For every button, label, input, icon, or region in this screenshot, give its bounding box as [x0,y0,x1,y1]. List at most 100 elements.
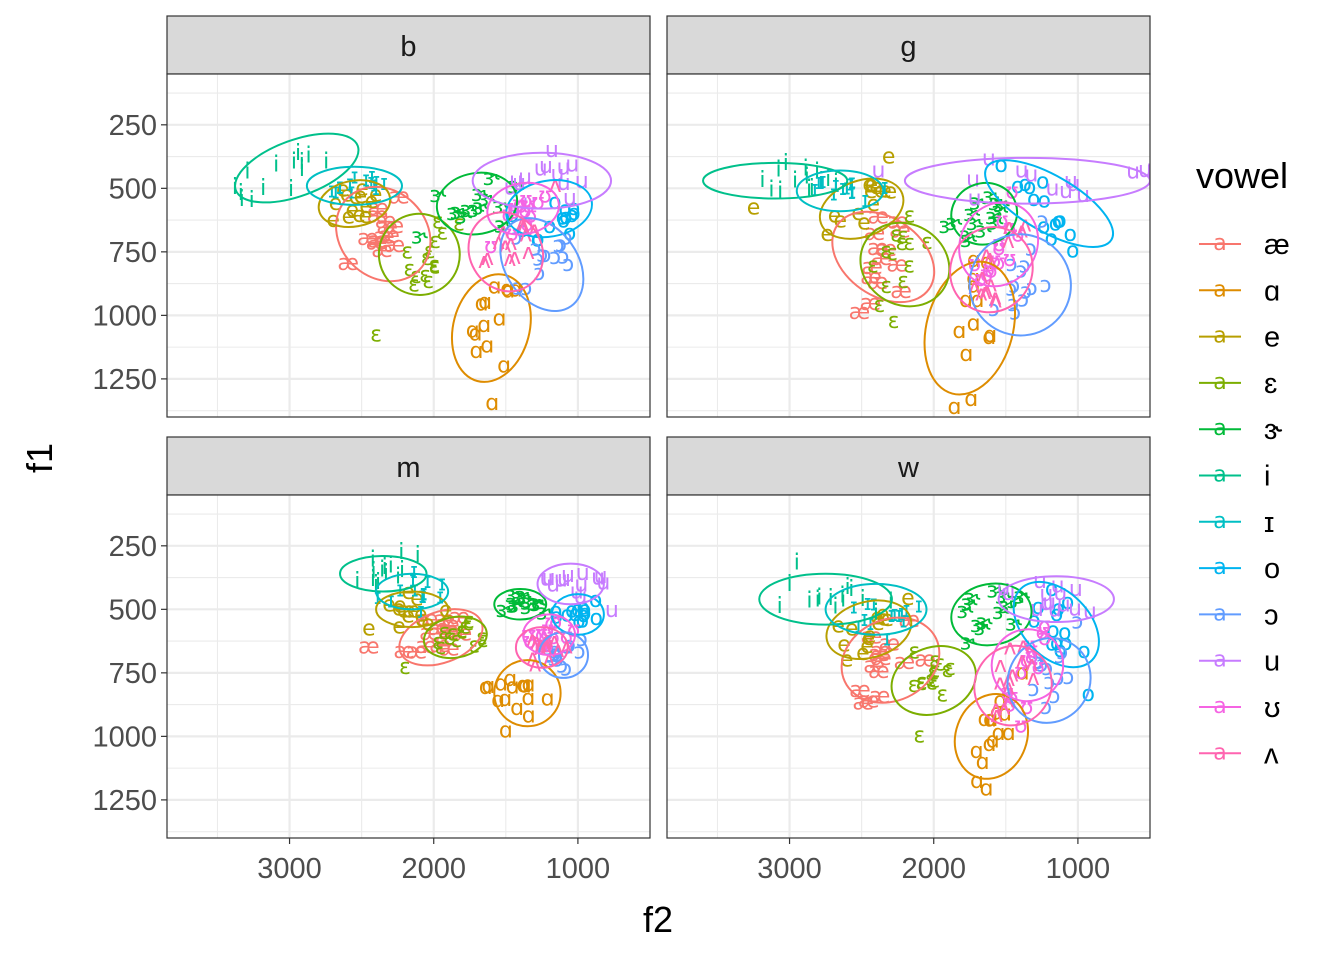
data-point: ɑ [1002,721,1016,746]
data-point: ʌ [980,279,993,304]
data-point: ɛ [897,269,909,294]
data-point: ʌ [994,670,1007,695]
data-point: ɛ [436,221,448,246]
facet-strip [166,436,651,496]
confidence-ellipse [1012,580,1100,669]
data-point: i [370,567,376,592]
data-point: ɔ [1006,252,1018,277]
data-point: ɛ [399,655,411,680]
data-point: i [848,577,854,602]
data-point: ʊ [538,184,552,209]
data-point: i [815,588,821,613]
data-point: ɪ [895,603,903,628]
data-point: ɑ [541,687,555,712]
data-point: æ [438,621,460,646]
data-point: æ [861,625,883,650]
data-point: u [1030,597,1044,622]
y-tick-label: 750 [109,237,157,269]
x-tick-label: 2000 [901,853,966,885]
data-point: ʌ [989,285,1002,310]
data-point: i [776,157,782,182]
facet-strip-label: g [900,31,916,63]
data-point: ɪ [336,175,344,200]
data-point: o [567,196,580,221]
data-point: u [1024,163,1038,188]
data-point: ɝ [976,610,993,635]
data-point: u [591,566,605,591]
data-point: ɛ [928,669,940,694]
data-point: ɝ [507,174,524,199]
data-point: ɛ [941,658,953,683]
y-tick-label: 250 [109,531,157,563]
data-point: ʌ [522,240,535,265]
data-point: i [295,141,301,166]
data-point: ɝ [536,601,553,626]
confidence-ellipse [493,659,562,728]
data-point: æ [867,205,889,230]
confidence-ellipse [375,572,450,611]
data-point: o [576,609,589,634]
legend: a æa ɑa ea ɛa ɝa ia ɪa oa ɔa ua ʊa ʌ [1199,229,1290,770]
data-point: o [531,227,544,252]
data-point: ɑ [499,718,513,743]
data-point: ɛ [438,620,450,645]
data-point: u [557,171,571,196]
data-point: ɑ [516,673,530,698]
data-point: ɛ [428,253,440,278]
data-point: ɪ [866,611,874,636]
legend-label: ɑ [1264,275,1280,307]
data-point: ɔ [530,237,542,262]
legend-key-glyph: a [1213,231,1226,256]
data-point: i [818,169,824,194]
data-point: ɪ [870,592,878,617]
data-point: æ [869,684,891,709]
data-point: ɔ [1062,665,1074,690]
data-point: æ [886,253,908,278]
data-point: ɝ [526,591,543,616]
data-point: ɔ [1071,610,1083,635]
data-point: ɝ [505,591,522,616]
data-point: ɪ [424,569,432,594]
data-point: ɔ [544,644,556,669]
confidence-ellipse [953,692,1029,780]
data-point: ɝ [455,205,472,230]
data-point: ɝ [973,616,990,641]
confidence-ellipse [522,613,577,657]
legend-key-glyph: a [1213,694,1226,719]
legend-label: ɛ [1264,368,1277,400]
data-point: u [546,573,560,598]
data-point: ɪ [380,171,388,196]
data-point: u [574,572,588,597]
data-point: e [407,599,421,624]
data-point: i [260,176,266,201]
data-point: ɛ [429,255,441,280]
data-point: ʌ [1027,666,1040,691]
confidence-ellipse [377,212,461,296]
data-point: ɛ [401,240,413,265]
data-point: æ [358,634,380,659]
data-point: o [1036,169,1049,194]
data-point: ɑ [986,729,1000,754]
confidence-ellipse [758,572,893,626]
data-point: i [375,570,381,595]
data-point: ɛ [370,323,382,348]
data-point: e [884,179,898,204]
data-point: i [244,160,250,185]
data-point: ɪ [411,578,419,603]
data-point: ɪ [864,591,872,616]
legend-key-glyph: a [1213,648,1226,673]
confidence-ellipse [339,554,428,593]
data-point: e [874,178,888,203]
data-point: o [1059,631,1072,656]
data-point: ɪ [410,559,418,584]
data-point: ʌ [989,288,1002,313]
y-tick-label: 1000 [92,721,157,753]
data-point: ɑ [485,391,499,416]
confidence-ellipse [840,616,941,704]
